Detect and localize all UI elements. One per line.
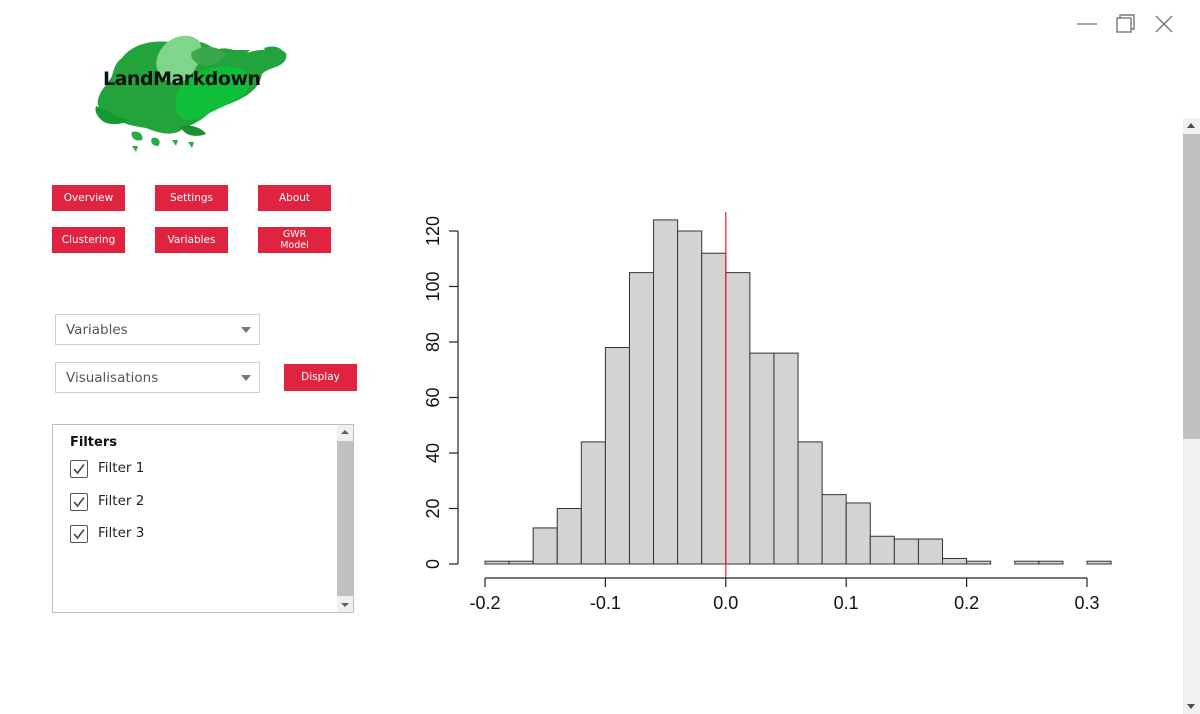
y-axis-tick-label: 60 — [423, 387, 443, 407]
minimize-button[interactable] — [1075, 12, 1099, 36]
histogram-chart: -0.2 -0.1 0.0 0.1 0.2 0.3 0 20 40 60 80 100 120 — [423, 212, 1112, 613]
variables-select-value: Variables — [66, 322, 128, 338]
histogram-bar — [797, 441, 823, 565]
checkmark-icon — [73, 497, 85, 508]
histogram-bar — [580, 441, 606, 565]
filter-2-label: Filter 2 — [98, 493, 145, 509]
histogram-bar — [677, 230, 703, 565]
minimize-icon — [1077, 23, 1097, 25]
histogram-bar — [917, 538, 944, 565]
histogram-bar — [532, 527, 558, 565]
display-button[interactable]: Display — [284, 364, 357, 391]
x-axis-tick-label: -0.2 — [469, 593, 500, 613]
filters-panel: Filters Filter 1 Filter 2 Filter 3 — [52, 424, 354, 613]
page-scrollbar[interactable] — [1183, 118, 1200, 714]
scroll-up-arrow-icon[interactable] — [1187, 123, 1195, 128]
chevron-down-icon — [241, 375, 251, 381]
histogram-bar — [653, 219, 679, 565]
x-axis-tick-label: 0.0 — [713, 593, 738, 613]
histogram-bar — [725, 272, 751, 565]
checkmark-icon — [73, 529, 85, 540]
settings-button[interactable]: Settings — [155, 185, 228, 211]
close-icon — [1155, 15, 1173, 33]
visualisations-select[interactable]: Visualisations — [55, 362, 260, 393]
checkmark-icon — [73, 464, 85, 475]
x-axis: -0.2 -0.1 0.0 0.1 0.2 0.3 — [469, 577, 1100, 613]
y-axis-tick-label: 0 — [423, 559, 443, 569]
singapore-map-logo-icon — [95, 35, 287, 152]
filter-3-checkbox[interactable] — [70, 525, 88, 543]
maximize-icon — [1116, 14, 1135, 33]
histogram-bar — [942, 557, 968, 565]
x-axis-tick-label: -0.1 — [590, 593, 621, 613]
histogram-bar — [628, 272, 655, 565]
y-axis-tick-label: 100 — [423, 271, 443, 301]
x-axis-tick-label: 0.1 — [834, 593, 859, 613]
gwr-model-button[interactable]: GWR Model — [258, 227, 331, 253]
filters-scroll-thumb[interactable] — [337, 441, 353, 596]
y-axis: 0 20 40 60 80 100 120 — [423, 216, 459, 569]
filters-scrollbar[interactable] — [337, 425, 353, 612]
filter-1-checkbox[interactable] — [70, 460, 88, 478]
histogram-bars — [484, 219, 1112, 565]
scroll-down-arrow-icon[interactable] — [341, 603, 349, 607]
y-axis-tick-label: 20 — [423, 498, 443, 518]
histogram-bar — [893, 538, 919, 565]
x-axis-tick-label: 0.3 — [1074, 593, 1099, 613]
variables-button[interactable]: Variables — [155, 227, 228, 253]
histogram-bar — [701, 252, 727, 565]
clustering-button[interactable]: Clustering — [52, 227, 125, 253]
histogram-bar — [1014, 560, 1040, 565]
histogram-bar — [845, 502, 871, 565]
filters-title: Filters — [70, 435, 117, 450]
histogram-bar — [484, 560, 510, 565]
histogram-bar — [869, 535, 895, 565]
page-scroll-thumb[interactable] — [1183, 134, 1200, 439]
histogram-bar — [1038, 560, 1064, 565]
histogram-bar — [821, 494, 847, 565]
y-axis-tick-label: 40 — [423, 443, 443, 463]
histogram-bar — [556, 508, 582, 565]
variables-select[interactable]: Variables — [55, 314, 260, 345]
x-axis-tick-label: 0.2 — [954, 593, 979, 613]
histogram-bar — [604, 347, 630, 565]
filter-3-label: Filter 3 — [98, 525, 145, 541]
chevron-down-icon — [241, 327, 251, 333]
histogram-bar — [749, 352, 775, 565]
visualisations-select-value: Visualisations — [66, 370, 159, 386]
scroll-up-arrow-icon[interactable] — [341, 430, 349, 434]
close-button[interactable] — [1152, 12, 1176, 36]
histogram-bar — [1086, 560, 1112, 565]
histogram-bar — [508, 560, 534, 565]
about-button[interactable]: About — [258, 185, 331, 211]
histogram-bar — [966, 560, 992, 565]
maximize-button[interactable] — [1114, 12, 1138, 36]
filter-1-label: Filter 1 — [98, 460, 145, 476]
y-axis-tick-label: 120 — [423, 216, 443, 246]
app-logo-text: LandMarkdown — [103, 68, 261, 90]
y-axis-tick-label: 80 — [423, 332, 443, 352]
scroll-down-arrow-icon[interactable] — [1187, 704, 1195, 709]
histogram-bar — [773, 352, 799, 565]
overview-button[interactable]: Overview — [52, 185, 125, 211]
filter-2-checkbox[interactable] — [70, 493, 88, 511]
